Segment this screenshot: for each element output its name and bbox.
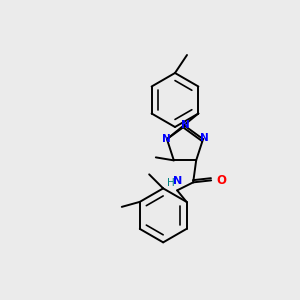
Text: N: N: [200, 133, 208, 143]
Text: N: N: [172, 176, 182, 186]
Text: O: O: [216, 174, 226, 187]
Text: N: N: [162, 134, 170, 144]
Text: H: H: [167, 178, 175, 188]
Text: N: N: [181, 120, 189, 130]
